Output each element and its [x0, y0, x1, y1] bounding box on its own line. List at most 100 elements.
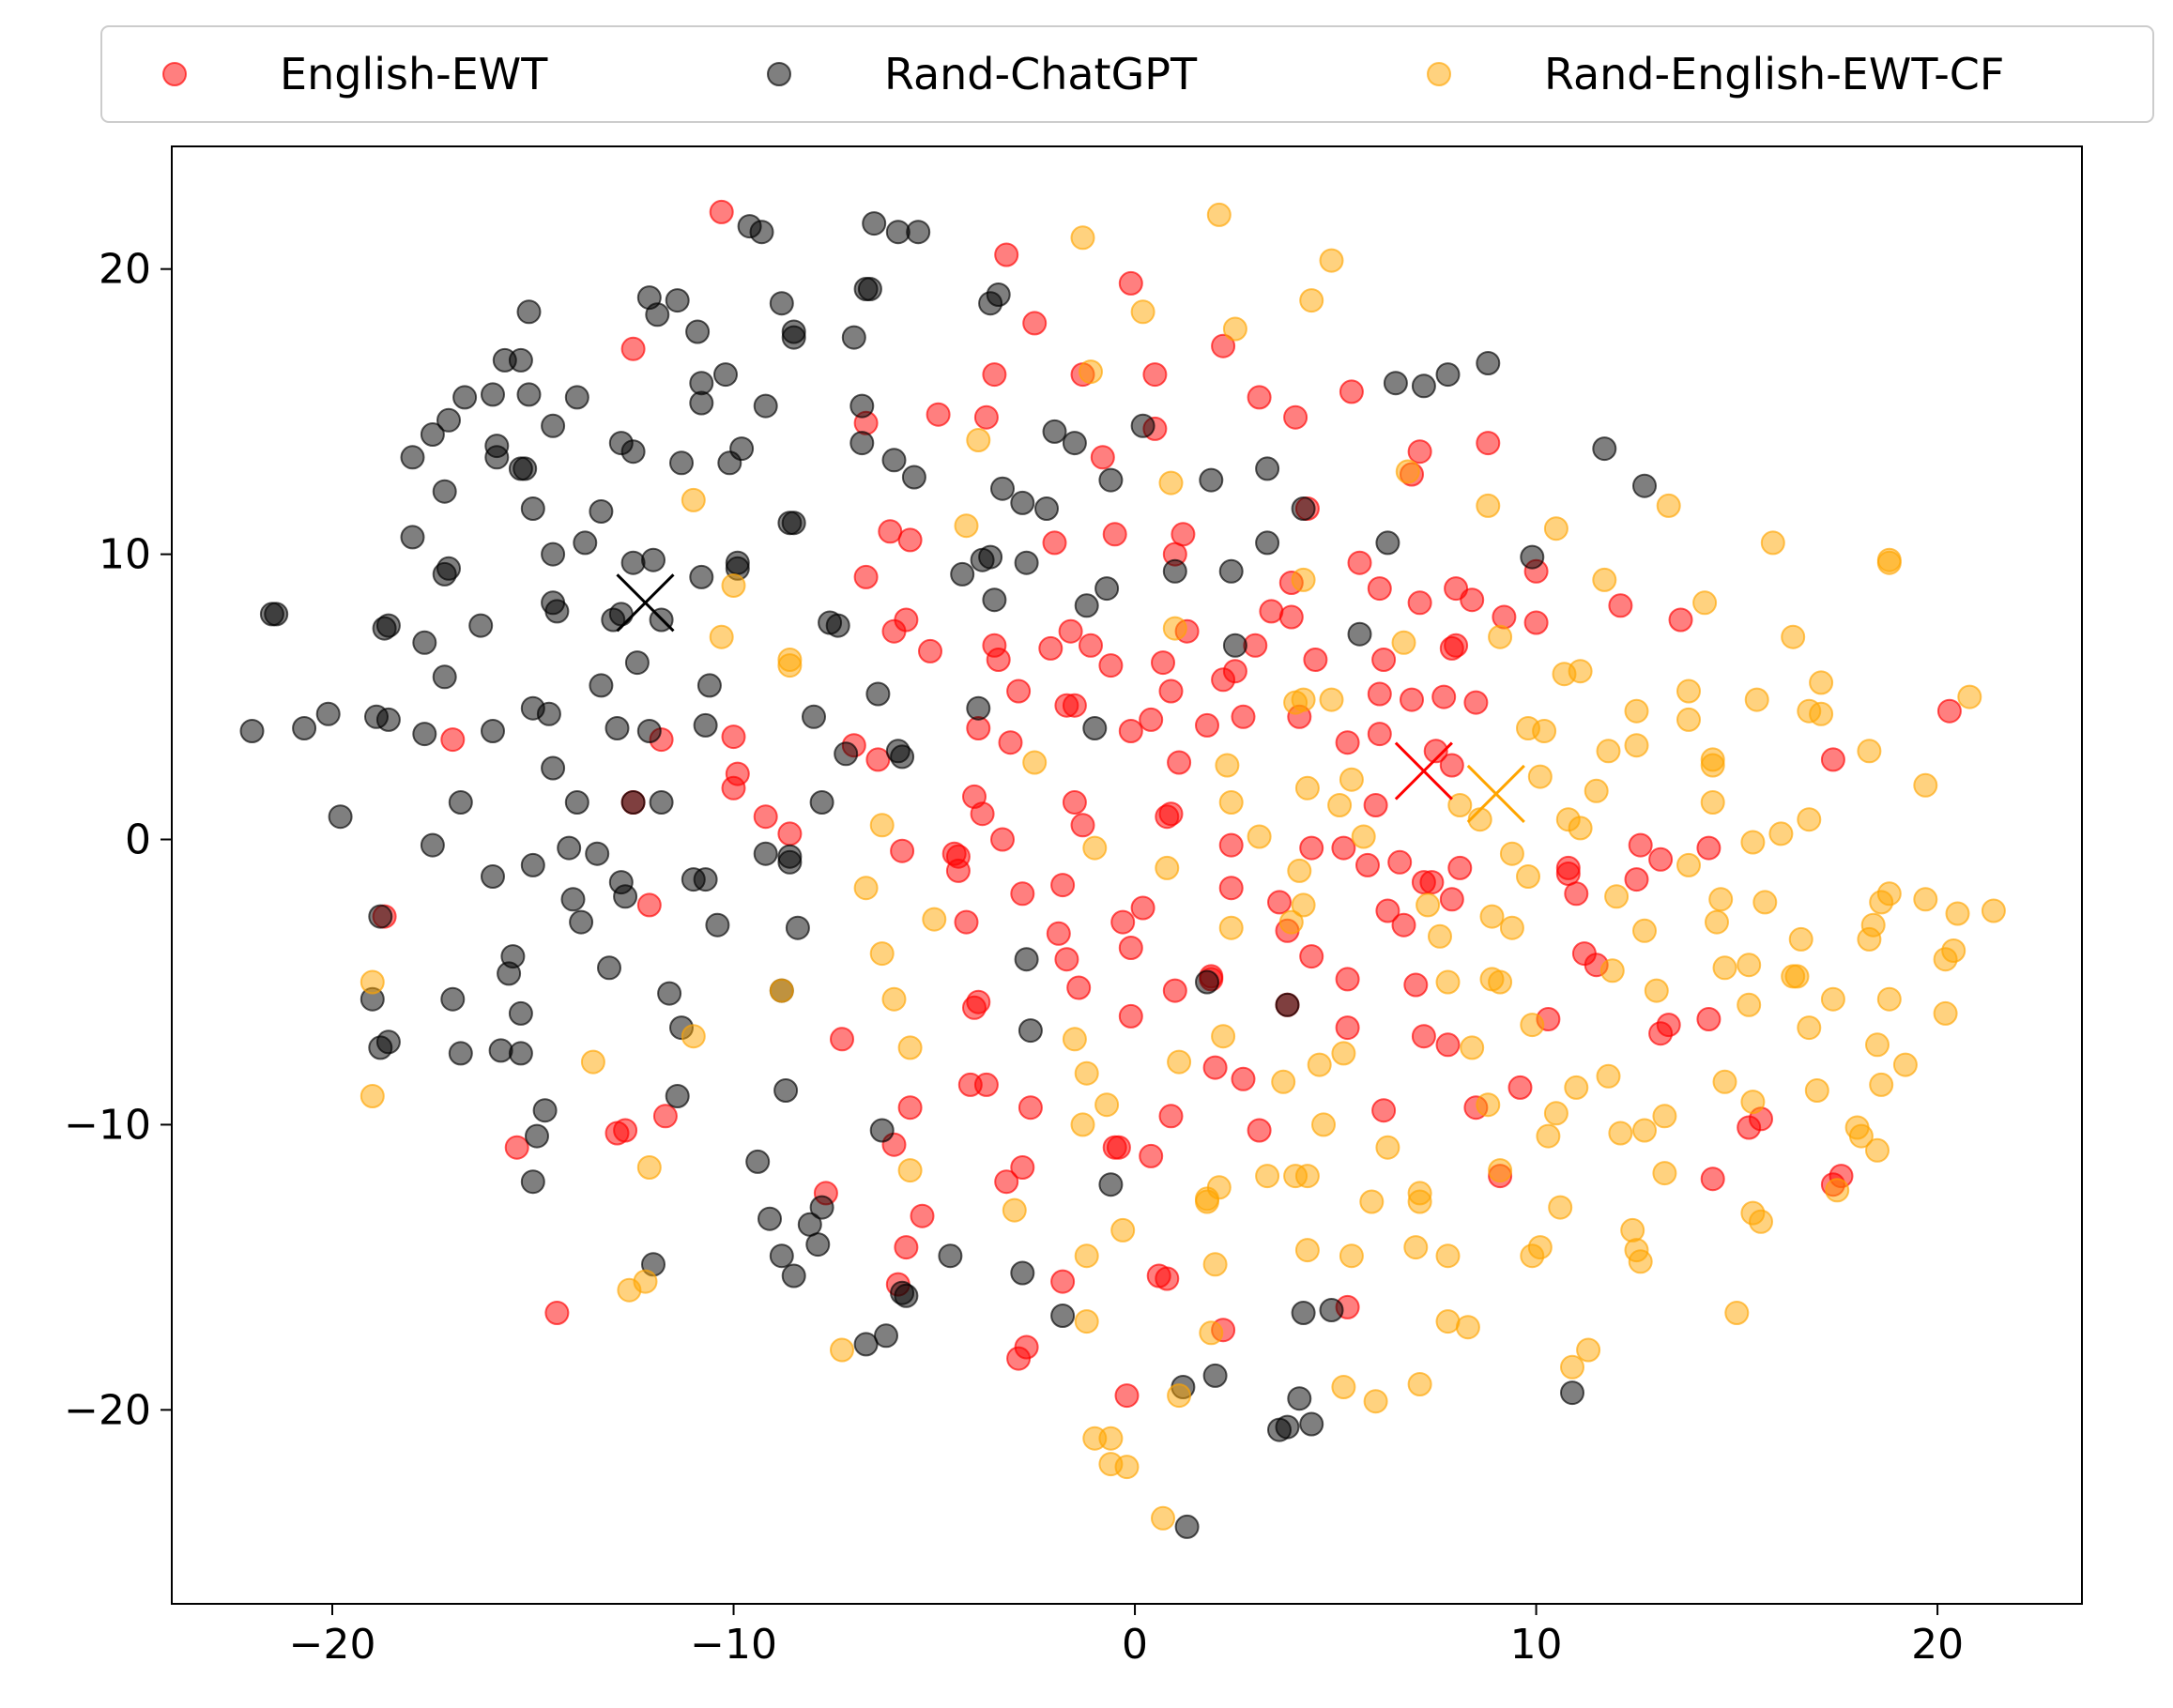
scatter-point [1359, 1189, 1385, 1214]
scatter-point [420, 422, 445, 447]
scatter-point [954, 909, 979, 935]
scatter-point [1439, 753, 1464, 778]
scatter-point [1744, 687, 1769, 712]
scatter-point [1403, 972, 1429, 998]
scatter-point [1174, 1514, 1200, 1539]
scatter-point [1632, 918, 1657, 943]
series-1-centroid-marker [616, 573, 675, 633]
scatter-point [368, 904, 393, 929]
scatter-point [781, 511, 806, 536]
scatter-point [769, 291, 794, 316]
scatter-point [544, 1301, 570, 1325]
scatter-point [830, 1337, 854, 1363]
scatter-point [1624, 867, 1649, 892]
scatter-point [1222, 633, 1247, 658]
scatter-point [785, 915, 810, 940]
scatter-point [1933, 947, 1958, 972]
scatter-point [805, 1232, 831, 1258]
scatter-point [1668, 607, 1693, 633]
scatter-point [649, 790, 674, 815]
scatter-point [897, 1158, 923, 1183]
scatter-point [1287, 858, 1312, 883]
scatter-point [1218, 876, 1244, 901]
scatter-point [1106, 1135, 1131, 1160]
scatter-point [1676, 679, 1701, 704]
scatter-point [1347, 550, 1372, 575]
scatter-point [1222, 316, 1247, 342]
scatter-point [994, 1169, 1019, 1195]
scatter-point [1299, 944, 1324, 969]
scatter-point [1002, 1197, 1027, 1223]
x-tick-label: 0 [1122, 1621, 1148, 1669]
scatter-point [1014, 947, 1039, 972]
scatter-point [973, 1072, 999, 1097]
scatter-point [1014, 550, 1039, 575]
scatter-point [1476, 431, 1501, 456]
scatter-point [1074, 593, 1099, 618]
scatter-point [849, 393, 875, 419]
scatter-point [597, 955, 621, 981]
scatter-point [693, 867, 718, 892]
scatter-point [1488, 1158, 1513, 1183]
scatter-point [1142, 362, 1168, 388]
scatter-point [613, 1118, 638, 1143]
scatter-point [1162, 558, 1187, 584]
scatter-point [1740, 1090, 1766, 1115]
scatter-point [705, 912, 730, 938]
scatter-point [998, 730, 1023, 755]
scatter-point [1848, 1123, 1874, 1149]
scatter-point [1010, 1260, 1035, 1286]
scatter-point [620, 790, 646, 815]
scatter-point [1034, 496, 1059, 521]
scatter-point [1375, 898, 1400, 923]
scatter-point [1255, 1164, 1280, 1189]
scatter-point [874, 1323, 898, 1349]
scatter-point [1082, 835, 1108, 861]
scatter-point [1913, 772, 1938, 798]
scatter-point [1278, 909, 1304, 935]
scatter-point [1536, 1123, 1561, 1149]
scatter-point [982, 587, 1007, 613]
scatter-point [1311, 1112, 1336, 1137]
scatter-point [372, 616, 397, 641]
scatter-point [1294, 1164, 1320, 1189]
scatter-point [580, 1049, 605, 1075]
scatter-point [1564, 881, 1589, 907]
scatter-point [1010, 881, 1035, 907]
scatter-point [1492, 604, 1517, 630]
scatter-point [669, 450, 694, 476]
x-tick-label: −10 [690, 1621, 777, 1669]
scatter-point [1331, 1041, 1356, 1066]
x-axis: −20 −10 0 10 20 [289, 1604, 1964, 1669]
scatter-point [1564, 1075, 1589, 1100]
scatter-point [513, 456, 538, 481]
scatter-point [400, 525, 425, 550]
scatter-point [1523, 610, 1549, 635]
scatter-point [1218, 558, 1244, 584]
scatter-point [1283, 690, 1308, 715]
scatter-point [1098, 1426, 1124, 1451]
scatter-point [1098, 1172, 1124, 1197]
scatter-point [375, 1029, 401, 1055]
scatter-point [1319, 248, 1344, 273]
scatter-point [1050, 1269, 1076, 1294]
scatter-point [689, 564, 714, 589]
scatter-point [360, 969, 385, 995]
scatter-point [1267, 1417, 1292, 1442]
scatter-point [1435, 1309, 1461, 1334]
scatter-point [1130, 299, 1155, 325]
scatter-point [420, 832, 445, 858]
scatter-point [1155, 855, 1180, 880]
scatter-point [1439, 887, 1464, 912]
scatter-point [830, 1027, 854, 1052]
scatter-point [1532, 719, 1557, 743]
scatter-point [481, 382, 505, 407]
scatter-point [1628, 832, 1653, 858]
scatter-point [1022, 311, 1048, 336]
x-tick-label: 10 [1510, 1621, 1563, 1669]
scatter-point [1435, 969, 1461, 995]
scatter-point [749, 220, 774, 245]
scatter-point [569, 909, 594, 935]
scatter-point [516, 382, 542, 407]
scatter-point [1820, 747, 1845, 772]
